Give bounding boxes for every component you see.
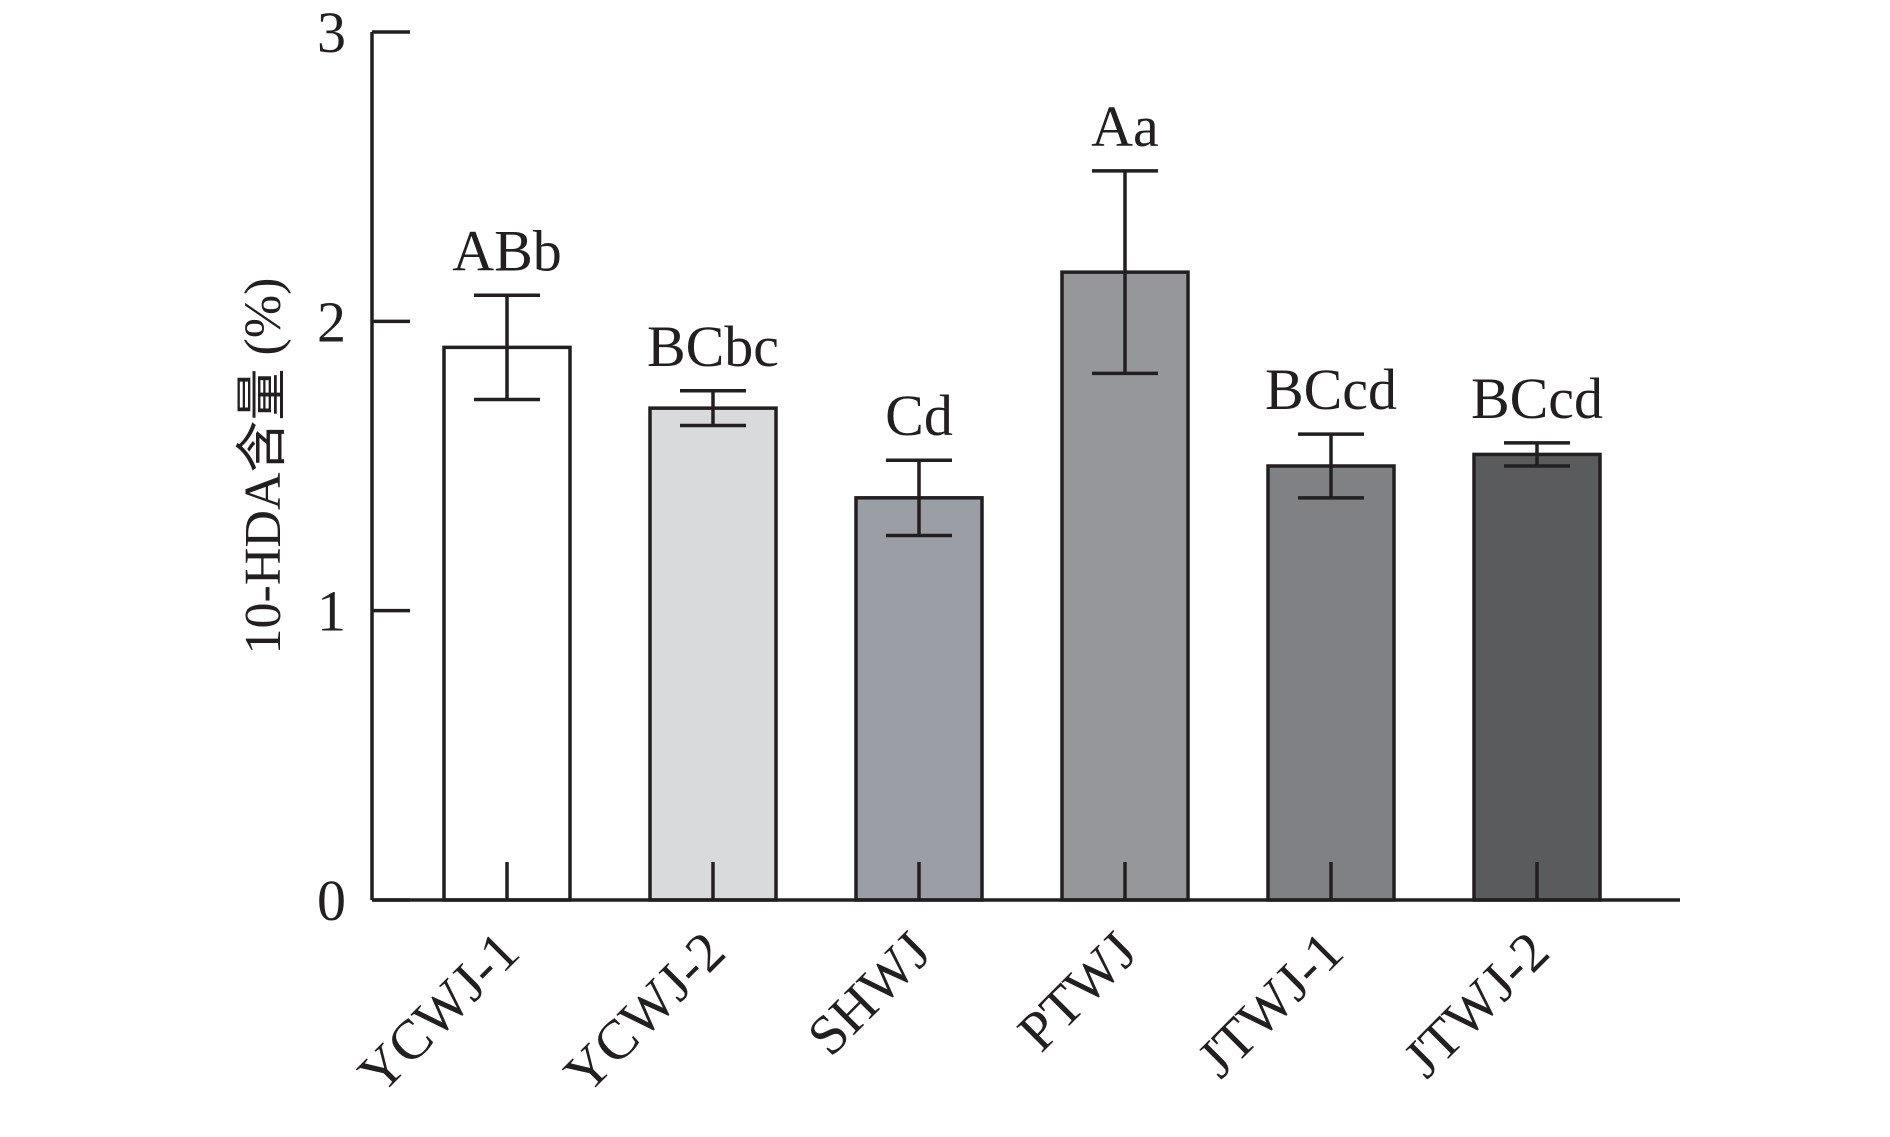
y-tick-label: 1 bbox=[317, 579, 346, 644]
bar-jtwj-2 bbox=[1472, 452, 1602, 902]
significance-label: Cd bbox=[885, 383, 953, 448]
bar-jtwj-1 bbox=[1266, 464, 1396, 902]
y-tick-label: 2 bbox=[317, 289, 346, 354]
x-tick-label: YCWJ-2 bbox=[553, 920, 738, 1105]
y-tick-label: 0 bbox=[317, 868, 346, 933]
x-tick-label: YCWJ-1 bbox=[347, 920, 532, 1105]
bar-shwj bbox=[854, 496, 984, 902]
bars bbox=[442, 270, 1602, 902]
significance-label: BCcd bbox=[1265, 357, 1397, 422]
bar-ycwj-1 bbox=[442, 345, 572, 902]
significance-label: BCcd bbox=[1471, 366, 1603, 431]
bar-ptwj bbox=[1060, 270, 1190, 902]
significance-labels: ABb BCbc Cd Aa BCcd BCcd bbox=[452, 94, 1603, 448]
y-axis-title: 10-HDA含量 (%) bbox=[235, 278, 292, 655]
x-tick-label: JTWJ-1 bbox=[1186, 920, 1355, 1089]
x-tick-label: JTWJ-2 bbox=[1392, 920, 1561, 1089]
x-tick-labels: YCWJ-1 YCWJ-2 SHWJ PTWJ JTWJ-1 JTWJ-2 bbox=[347, 920, 1562, 1105]
x-tick-label: SHWJ bbox=[796, 920, 943, 1067]
axes bbox=[370, 32, 1680, 902]
significance-label: ABb bbox=[452, 218, 562, 283]
bar-ycwj-2 bbox=[648, 406, 778, 902]
x-tick-label: PTWJ bbox=[1006, 920, 1149, 1063]
significance-label: Aa bbox=[1091, 94, 1159, 159]
significance-label: BCbc bbox=[647, 314, 779, 379]
y-tick-label: 3 bbox=[317, 0, 346, 65]
error-bars bbox=[474, 169, 1570, 900]
y-ticks: 0 1 2 3 bbox=[317, 0, 410, 933]
